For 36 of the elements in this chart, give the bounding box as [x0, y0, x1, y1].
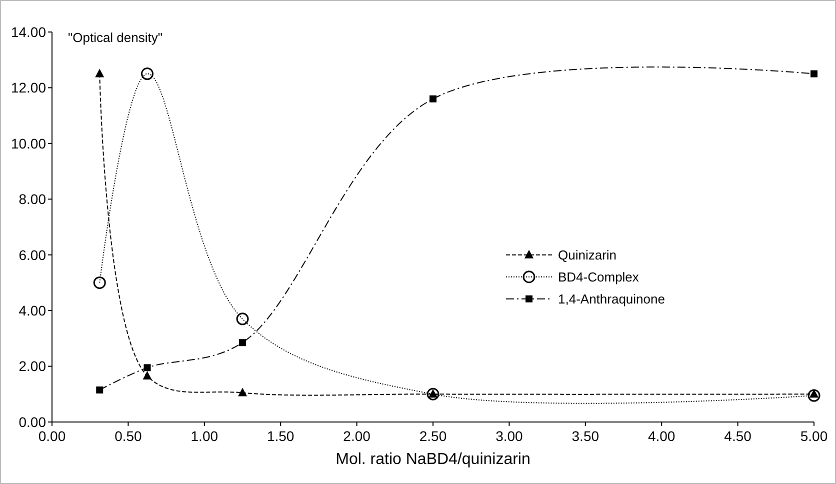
- y-tick-label: 0.00: [18, 414, 46, 430]
- x-tick-label: 4.00: [648, 428, 676, 444]
- x-tick-label: 5.00: [800, 428, 828, 444]
- legend-label: 1,4-Anthraquinone: [558, 291, 665, 306]
- x-tick-label: 4.50: [724, 428, 752, 444]
- point: [144, 364, 151, 372]
- x-tick-label: 0.00: [38, 428, 66, 444]
- y-tick-label: 2.00: [18, 358, 46, 374]
- y-tick-label: 10.00: [10, 135, 46, 152]
- x-tick-label: 1.50: [266, 428, 294, 444]
- point: [238, 388, 247, 396]
- x-tick-label: 1.00: [190, 428, 218, 444]
- y-tick-label: 6.00: [18, 246, 46, 263]
- y-tick-label: 12.00: [10, 80, 46, 96]
- point: [808, 389, 820, 402]
- x-tick-label: 3.50: [572, 428, 600, 444]
- point: [96, 386, 104, 394]
- point: [236, 312, 249, 326]
- y-tick-label: 14.00: [10, 24, 46, 40]
- point: [93, 276, 106, 289]
- x-tick-label: 2.00: [343, 428, 371, 444]
- legend-label: Quinizarin: [558, 247, 617, 262]
- point: [239, 339, 246, 346]
- y-tick-label: 4.00: [18, 302, 46, 318]
- point: [810, 70, 818, 78]
- point: [142, 371, 152, 380]
- point: [141, 68, 154, 80]
- x-tick-label: 0.50: [114, 428, 142, 444]
- x-tick-label: 2.50: [419, 428, 447, 444]
- y-tick-label: 8.00: [18, 191, 46, 208]
- y-axis-title: "Optical density": [68, 30, 163, 45]
- x-axis-title: Mol. ratio NaBD4/quinizarin: [336, 451, 530, 468]
- legend-label: BD4-Complex: [558, 269, 640, 284]
- x-tick-label: 3.00: [496, 428, 524, 444]
- point: [430, 95, 436, 102]
- point: [95, 68, 104, 78]
